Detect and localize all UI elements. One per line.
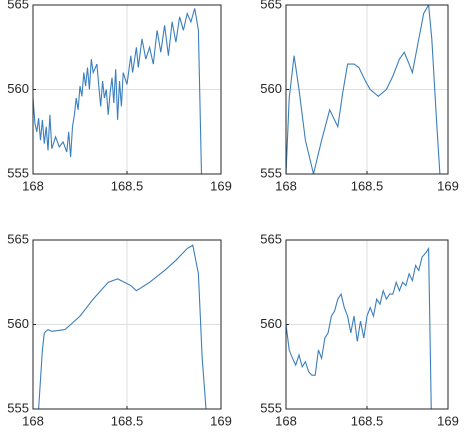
plot-lines — [286, 5, 441, 174]
y-tick-label: 560 — [260, 316, 282, 331]
y-tick-label: 555 — [7, 400, 29, 415]
plot-lines — [286, 246, 432, 409]
x-tick-label: 168 — [22, 413, 44, 428]
axes-frame — [285, 239, 449, 410]
axes-frame — [285, 4, 449, 175]
y-tick-label: 560 — [7, 81, 29, 96]
x-tick-label: 168.5 — [351, 413, 384, 428]
x-tick-label: 168 — [22, 178, 44, 193]
plot-lines — [33, 8, 203, 174]
y-tick-label: 555 — [260, 400, 282, 415]
plot-lines — [38, 244, 207, 409]
y-tick-label: 555 — [260, 165, 282, 180]
x-tick-label: 168.5 — [351, 178, 384, 193]
y-tick-label: 565 — [260, 0, 282, 11]
y-tick-label: 560 — [260, 81, 282, 96]
x-tick-label: 168.5 — [111, 413, 144, 428]
y-tick-label: 555 — [7, 165, 29, 180]
data-line — [286, 5, 441, 174]
x-tick-label: 168 — [275, 413, 297, 428]
data-line — [286, 246, 432, 409]
x-tick-label: 169 — [210, 178, 232, 193]
data-line — [33, 8, 203, 174]
y-tick-label: 565 — [7, 0, 29, 11]
x-tick-label: 169 — [210, 413, 232, 428]
axes-frame — [32, 4, 222, 175]
x-tick-label: 169 — [437, 178, 459, 193]
y-tick-label: 565 — [260, 231, 282, 246]
x-tick-label: 169 — [437, 413, 459, 428]
x-tick-label: 168 — [275, 178, 297, 193]
data-line — [38, 244, 207, 409]
x-tick-label: 168.5 — [111, 178, 144, 193]
y-tick-label: 565 — [7, 231, 29, 246]
y-tick-label: 560 — [7, 316, 29, 331]
axes-frame — [32, 239, 222, 410]
